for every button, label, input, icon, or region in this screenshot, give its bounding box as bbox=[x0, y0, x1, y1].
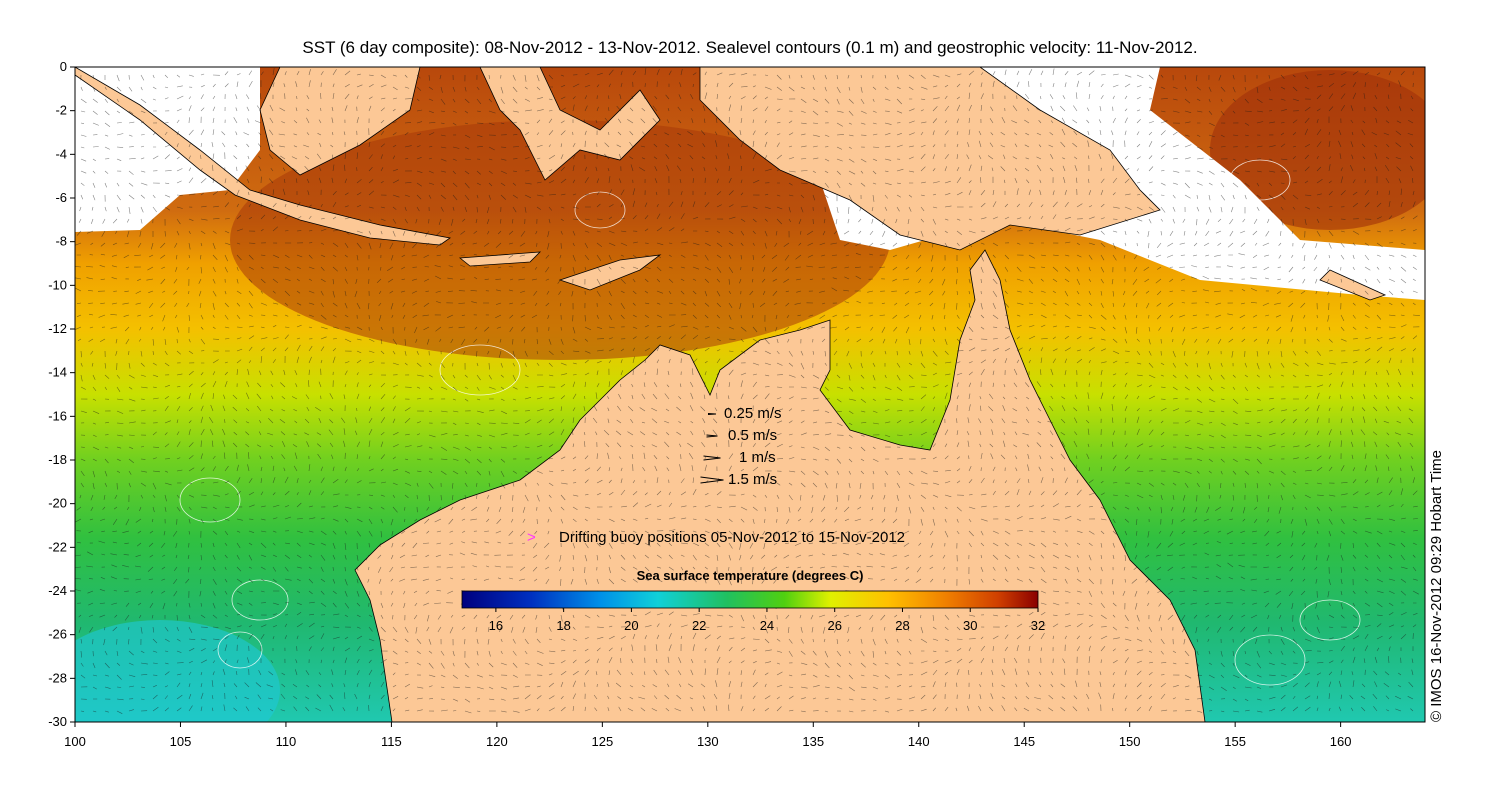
colorbar-tick-label: 26 bbox=[827, 618, 841, 633]
buoy-legend-label: Drifting buoy positions 05-Nov-2012 to 1… bbox=[559, 529, 905, 546]
buoy-legend-symbol: > bbox=[527, 529, 536, 546]
colorbar-tick-label: 22 bbox=[692, 618, 706, 633]
y-tick-label: -10 bbox=[48, 277, 67, 292]
velocity-legend-arrow bbox=[707, 413, 717, 415]
velocity-legend: 0.25 m/s 0.5 m/s 1 m/s 1.5 m/s bbox=[700, 405, 782, 488]
velocity-legend-label: 1 m/s bbox=[739, 449, 776, 466]
x-tick-label: 135 bbox=[802, 734, 824, 749]
y-tick-label: -2 bbox=[55, 103, 67, 118]
colorbar bbox=[461, 590, 1039, 609]
warm-core-ne bbox=[1210, 70, 1425, 230]
x-tick-label: 150 bbox=[1119, 734, 1141, 749]
cloud-region-nw bbox=[75, 67, 260, 232]
colorbar-tick-label: 16 bbox=[489, 618, 503, 633]
y-tick-label: -22 bbox=[48, 539, 67, 554]
velocity-legend-label: 0.25 m/s bbox=[724, 405, 782, 422]
colorbar-tick-label: 28 bbox=[895, 618, 909, 633]
x-tick-label: 145 bbox=[1013, 734, 1035, 749]
velocity-legend-arrow bbox=[703, 455, 721, 461]
sealevel-contours bbox=[179, 159, 1361, 686]
land-lesser-sunda bbox=[458, 251, 542, 267]
y-tick-label: -8 bbox=[55, 234, 67, 249]
colorbar-tick-label: 20 bbox=[624, 618, 638, 633]
x-tick-label: 105 bbox=[170, 734, 192, 749]
y-tick-label: -30 bbox=[48, 714, 67, 729]
colorbar-ticks: 16 18 20 22 24 26 28 30 32 bbox=[489, 608, 1045, 633]
y-tick-label: -14 bbox=[48, 365, 67, 380]
x-tick-label: 160 bbox=[1330, 734, 1352, 749]
credit-text: © IMOS 16-Nov-2012 09:29 Hobart Time bbox=[1428, 450, 1445, 722]
plot-frame bbox=[74, 66, 1426, 723]
colorbar-tick-label: 32 bbox=[1031, 618, 1045, 633]
colorbar-tick-label: 24 bbox=[760, 618, 774, 633]
y-tick-label: -12 bbox=[48, 321, 67, 336]
y-tick-label: -18 bbox=[48, 452, 67, 467]
cool-sw bbox=[75, 620, 280, 722]
colorbar-title: Sea surface temperature (degrees C) bbox=[637, 568, 864, 583]
y-tick-label: -6 bbox=[55, 190, 67, 205]
land-java bbox=[75, 67, 452, 246]
velocity-legend-label: 0.5 m/s bbox=[728, 427, 777, 444]
x-tick-label: 100 bbox=[64, 734, 86, 749]
x-tick-label: 140 bbox=[908, 734, 930, 749]
warm-core bbox=[230, 120, 890, 360]
x-tick-label: 120 bbox=[486, 734, 508, 749]
y-tick-label: 0 bbox=[60, 59, 67, 74]
land-solomons bbox=[1319, 269, 1387, 301]
land-sulawesi bbox=[479, 67, 661, 181]
arrow-field-lines bbox=[75, 68, 1420, 714]
map-title: SST (6 day composite): 08-Nov-2012 - 13-… bbox=[302, 38, 1198, 57]
velocity-legend-arrow bbox=[700, 476, 724, 484]
x-tick-label: 115 bbox=[381, 734, 402, 749]
y-tick-label: -16 bbox=[48, 408, 67, 423]
y-axis: 0 -2 -4 -6 -8 -10 -12 -14 -16 -18 -20 -22 -24 -26 -28 -… bbox=[48, 59, 75, 729]
velocity-legend-label: 1.5 m/s bbox=[728, 471, 777, 488]
velocity-legend-arrow bbox=[706, 434, 718, 438]
y-tick-label: -28 bbox=[48, 670, 67, 685]
colorbar-tick-label: 18 bbox=[556, 618, 570, 633]
x-tick-label: 155 bbox=[1224, 734, 1246, 749]
x-tick-label: 130 bbox=[697, 734, 719, 749]
x-tick-label: 110 bbox=[276, 734, 297, 749]
x-tick-label: 125 bbox=[591, 734, 613, 749]
x-axis: 100 105 110 115 120 125 130 135 140 145 150 155 160 bbox=[64, 722, 1351, 749]
y-tick-label: -20 bbox=[48, 496, 67, 511]
colorbar-tick-label: 30 bbox=[963, 618, 977, 633]
y-tick-label: -24 bbox=[48, 583, 67, 598]
land-borneo bbox=[259, 67, 421, 176]
y-tick-label: -26 bbox=[48, 627, 67, 642]
y-tick-label: -4 bbox=[55, 146, 67, 161]
velocity-arrows bbox=[75, 68, 1420, 714]
